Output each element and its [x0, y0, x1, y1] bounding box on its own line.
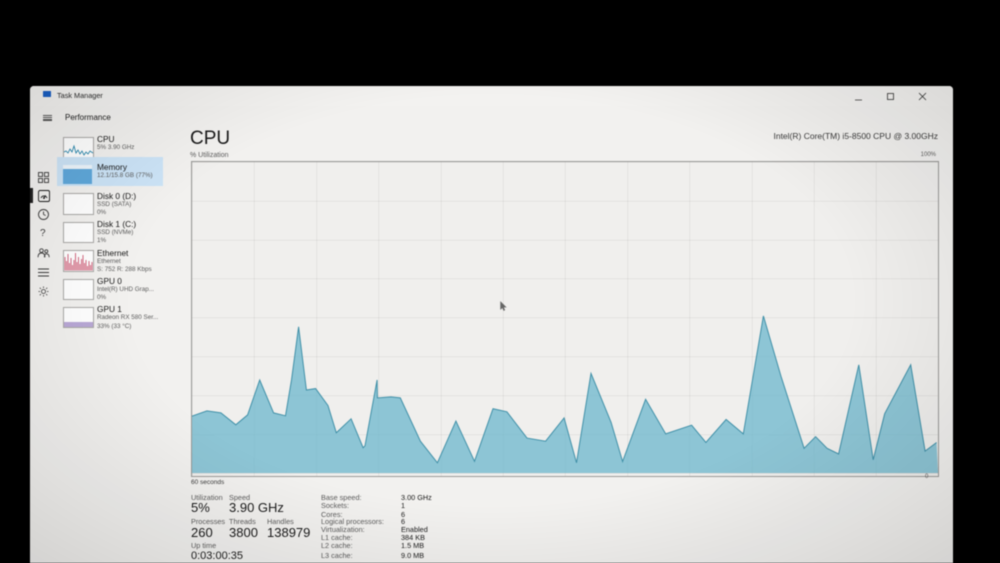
svg-text:?: ?	[40, 228, 46, 238]
